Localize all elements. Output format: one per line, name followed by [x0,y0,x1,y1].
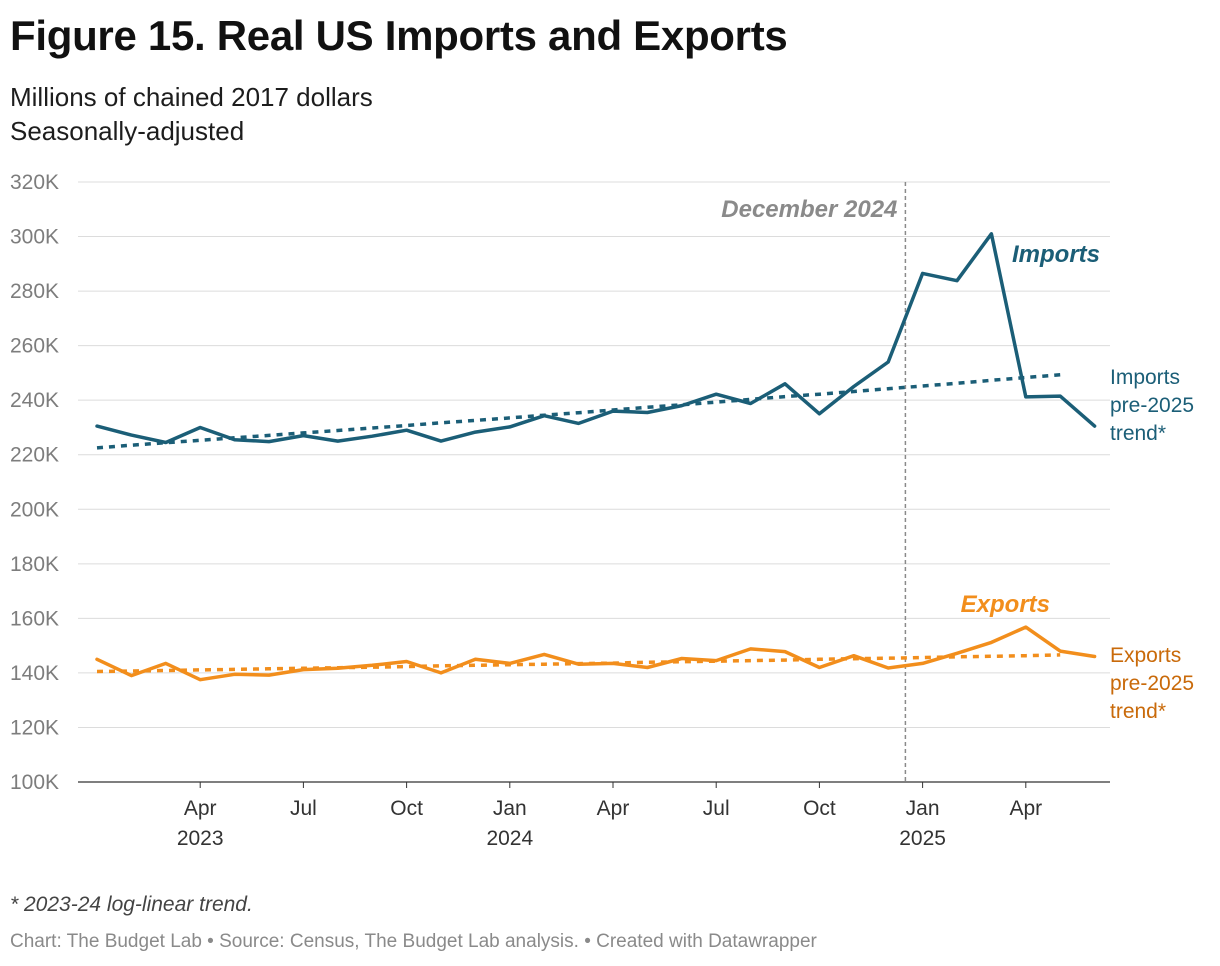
y-tick-label: 100K [10,771,59,794]
imports-series-label: Imports [1012,241,1100,268]
line-chart: 100K 120K 140K 160K 180K 200K 220K 240K 260K 280K… [10,171,1194,850]
y-tick-label: 200K [10,498,59,521]
exports-trend-label-line: trend* [1110,700,1166,723]
x-tick-label: Oct [390,797,423,820]
y-tick-label: 160K [10,607,59,630]
exports-line [95,625,1097,682]
x-tick-label: Jan [906,797,940,820]
y-tick-label: 300K [10,226,59,249]
imports-trend-label-line: trend* [1110,422,1166,445]
y-tick-label: 220K [10,444,59,467]
x-tick-year-label: 2023 [177,827,224,850]
imports-trend-label-line: pre-2025 [1110,394,1194,417]
annotations: Imports Exports Imports pre-2025 trend* Expor… [961,241,1194,723]
chart-subtitle-adjustment: Seasonally-adjusted [10,116,245,146]
x-tick-label: Oct [803,797,836,820]
exports-pre-2025-trend-line [96,653,1061,674]
imports-line [95,232,1097,445]
gridlines [78,181,1110,783]
y-axis-tick-labels: 100K 120K 140K 160K 180K 200K 220K 240K 260K 280K… [10,171,59,794]
x-tick-label: Apr [597,797,630,820]
exports-trend-label-line: pre-2025 [1110,672,1194,695]
y-tick-label: 120K [10,716,59,739]
x-tick-label: Jul [703,797,730,820]
vertical-marker-label: December 2024 [721,196,897,223]
exports-series-label: Exports [961,591,1050,618]
y-tick-label: 260K [10,335,59,358]
x-tick-label: Apr [184,797,217,820]
chart-subtitle-units: Millions of chained 2017 dollars [10,82,373,112]
imports-trend-label-line: Imports [1110,366,1180,389]
source-credit: Chart: The Budget Lab • Source: Census, … [10,931,817,952]
imports-pre-2025-trend-line [96,373,1061,450]
x-axis-tick-labels: Apr 2023 Jul Oct Jan 2024 Apr Jul Oct Jan 2025 Apr [177,782,1042,850]
y-tick-label: 280K [10,280,59,303]
y-tick-label: 140K [10,662,59,685]
data-series [95,232,1097,682]
x-tick-label: Jul [290,797,317,820]
footnote: * 2023-24 log-linear trend. [10,893,253,916]
exports-trend-label-line: Exports [1110,644,1181,667]
december-2024-marker: December 2024 [721,182,907,782]
x-tick-label: Jan [493,797,527,820]
y-tick-label: 180K [10,553,59,576]
chart-title: Figure 15. Real US Imports and Exports [10,12,788,59]
x-tick-label: Apr [1009,797,1042,820]
y-tick-label: 320K [10,171,59,194]
x-tick-year-label: 2024 [486,827,533,850]
y-tick-label: 240K [10,389,59,412]
x-tick-year-label: 2025 [899,827,946,850]
